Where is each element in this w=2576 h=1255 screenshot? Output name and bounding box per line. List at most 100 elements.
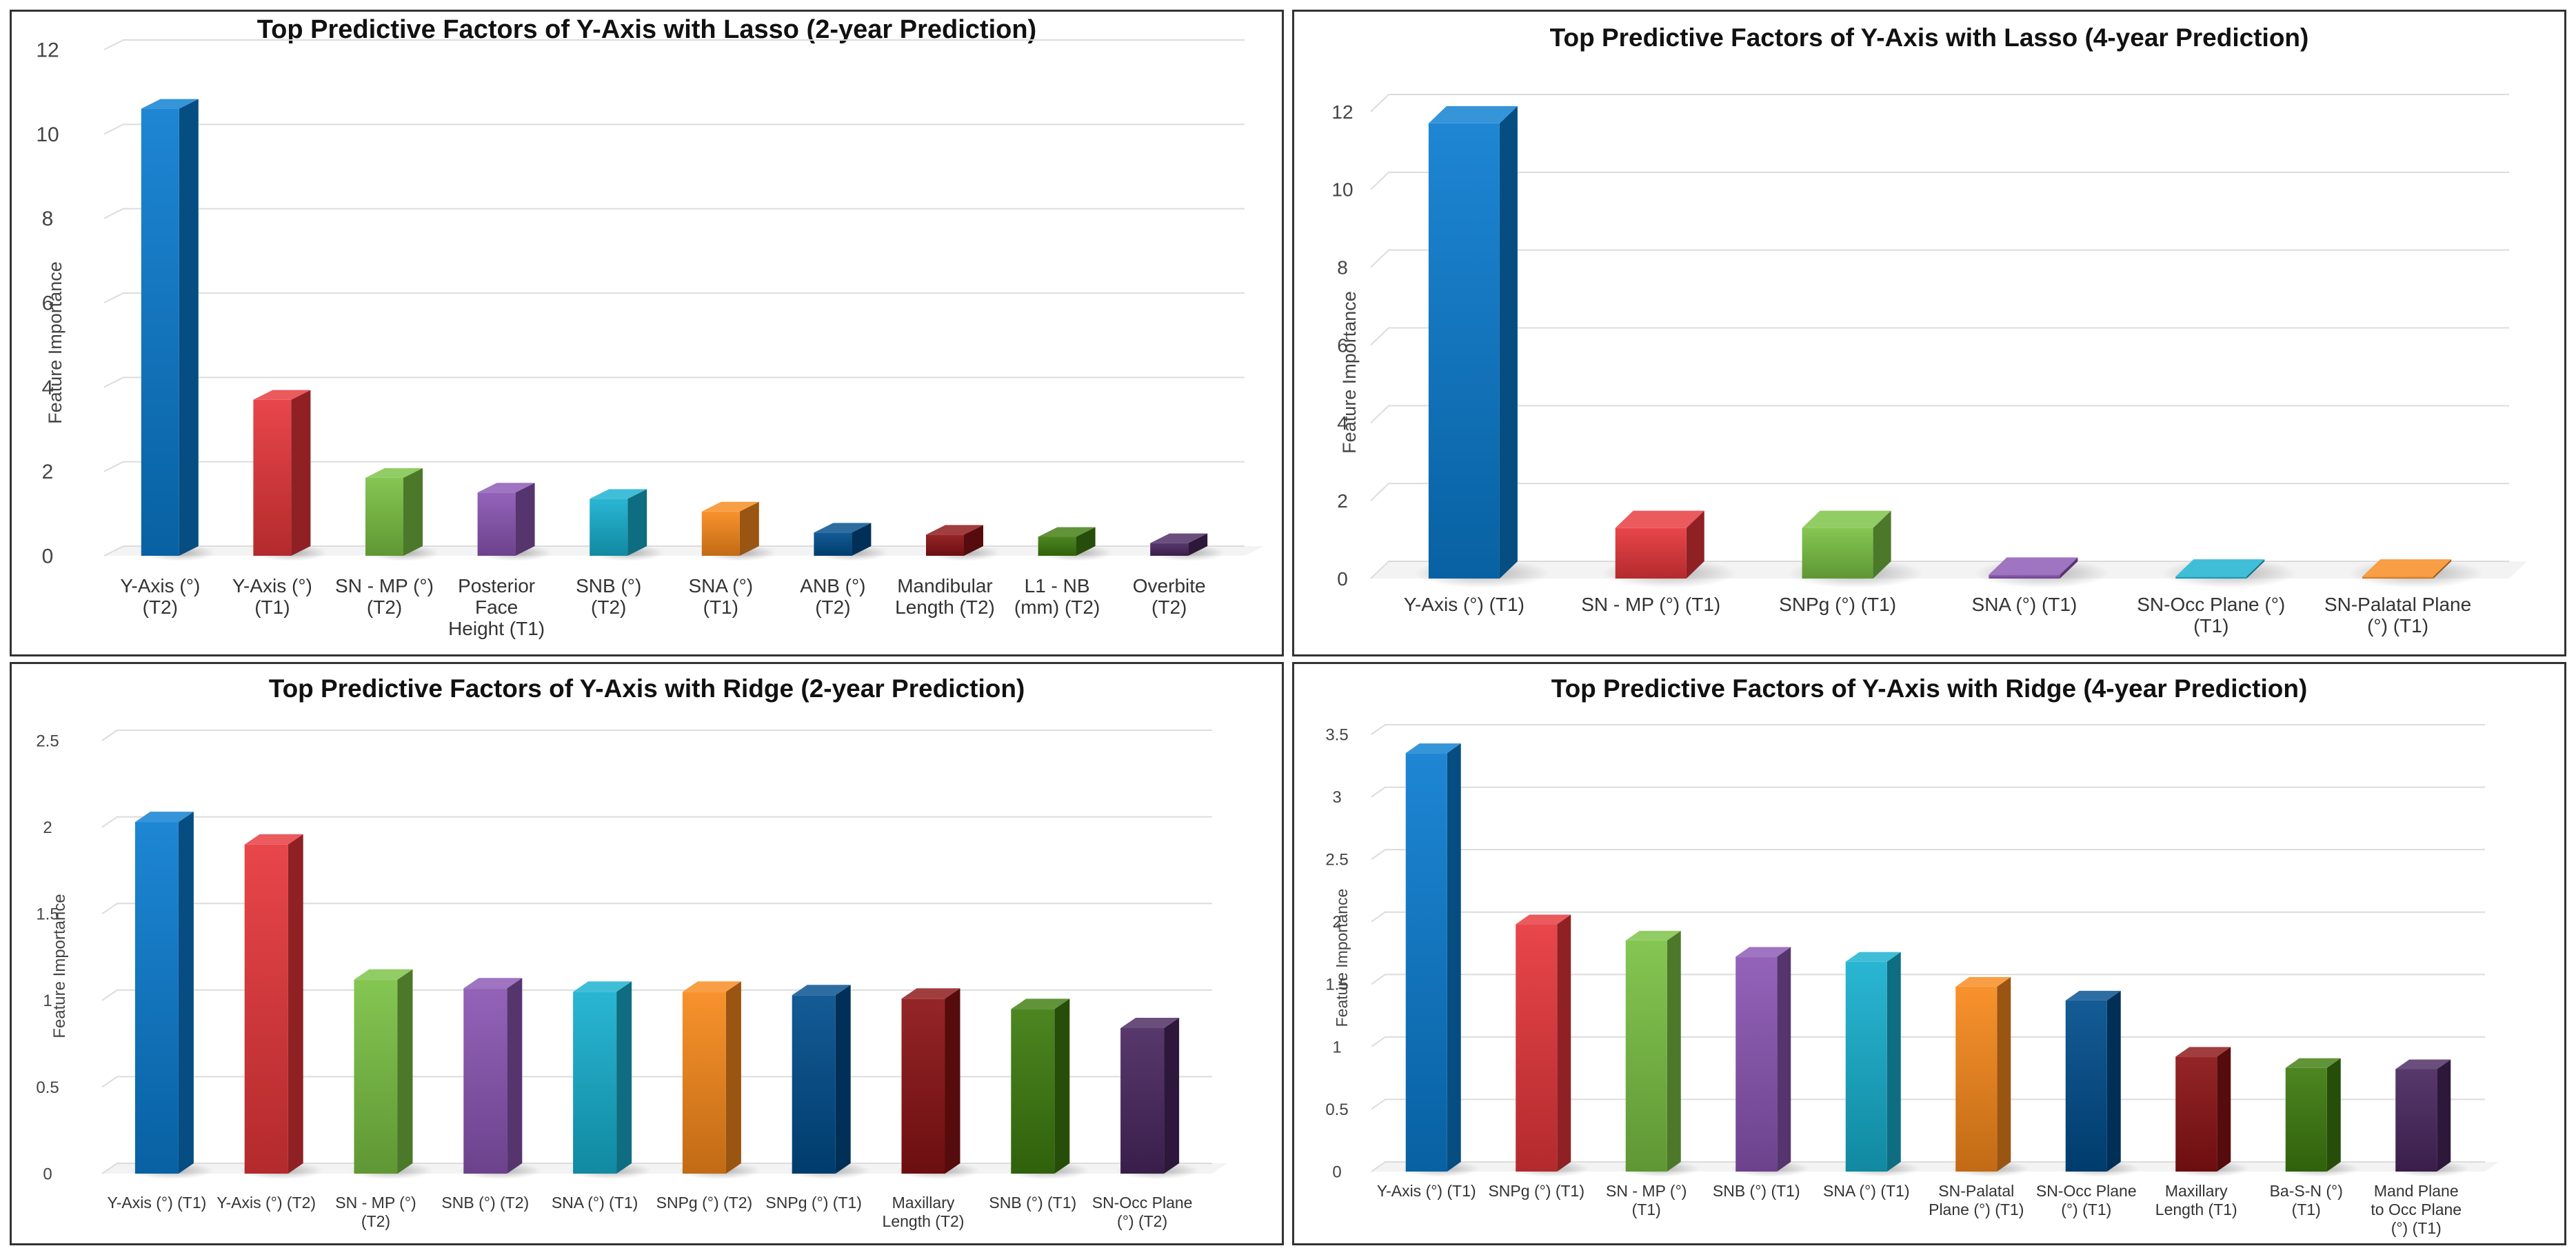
x-tick-label: SNPg (°) (T1) bbox=[1779, 594, 1896, 615]
gridline bbox=[103, 39, 1245, 50]
bar-snb-t1 bbox=[1006, 998, 1089, 1180]
bar-snb-t2 bbox=[590, 489, 664, 561]
x-tick-label: SN - MP (°) (T2) bbox=[335, 1194, 416, 1230]
bar-mandibular-length-t2 bbox=[926, 525, 1000, 561]
y-tick-label: 0 bbox=[1332, 1163, 1341, 1181]
x-tick-label: Y-Axis (°) (T2) bbox=[217, 1194, 316, 1212]
gridline bbox=[1371, 849, 2485, 860]
bar-sna-t1 bbox=[1840, 952, 1920, 1177]
bar-sn-palatal-plane-t1 bbox=[2348, 559, 2484, 588]
x-tick-label: SN-Palatal Plane (°) (T1) bbox=[2324, 594, 2471, 636]
y-axis-label: Feature Importance bbox=[1339, 291, 1360, 454]
y-tick-label: 2 bbox=[43, 819, 52, 837]
bar-sna-t1 bbox=[1975, 557, 2110, 588]
x-tick-label: SNPg (°) (T1) bbox=[1488, 1182, 1584, 1200]
bar-y-axis-t1 bbox=[130, 812, 214, 1180]
y-tick-label: 3.5 bbox=[1325, 725, 1348, 744]
bar-maxillary-length-t1 bbox=[2171, 1047, 2250, 1177]
bar-sn-mp-t2 bbox=[365, 468, 440, 561]
y-tick-label: 1 bbox=[1332, 1038, 1341, 1056]
bar-y-axis-t1 bbox=[1414, 106, 1550, 588]
y-tick-label: 12 bbox=[36, 39, 59, 62]
y-tick-label: 10 bbox=[1331, 179, 1353, 201]
chart-svg: Top Predictive Factors of Y-Axis with Ri… bbox=[36, 674, 1227, 1230]
bar-y-axis-t2 bbox=[141, 99, 216, 561]
x-tick-label: SNPg (°) (T1) bbox=[765, 1194, 862, 1212]
gridline bbox=[1370, 405, 2509, 424]
bar-ba-s-n-t1 bbox=[2280, 1058, 2359, 1177]
bar-overbite-t2 bbox=[1150, 533, 1225, 561]
x-tick-label: SN - MP (°) (T1) bbox=[1606, 1182, 1687, 1218]
gridline bbox=[103, 461, 1245, 472]
bar-snb-t1 bbox=[1731, 947, 1810, 1177]
x-tick-label: SNB (°) (T2) bbox=[576, 575, 641, 618]
x-tick-label: SNA (°) (T1) bbox=[1823, 1182, 1909, 1200]
chart-svg: Top Predictive Factors of Y-Axis with Ri… bbox=[1325, 674, 2499, 1237]
y-tick-label: 0 bbox=[43, 1165, 52, 1183]
y-tick-label: 2 bbox=[1332, 913, 1341, 932]
chart-panel-ridge-2yr: Top Predictive Factors of Y-Axis with Ri… bbox=[10, 662, 1284, 1245]
x-tick-label: Posterior Face Height (T1) bbox=[448, 575, 545, 639]
x-tick-label: Y-Axis (°) (T1) bbox=[1377, 1182, 1476, 1200]
y-tick-label: 0 bbox=[1337, 568, 1348, 590]
y-tick-label: 3 bbox=[1332, 788, 1341, 807]
bar-anb-t2 bbox=[814, 523, 889, 561]
gridline bbox=[101, 903, 1212, 915]
y-tick-label: 4 bbox=[42, 376, 54, 399]
gridline bbox=[1370, 94, 2509, 112]
bar-snpg-t1 bbox=[1788, 510, 1923, 588]
x-tick-label: Mandibular Length (T2) bbox=[895, 575, 995, 618]
x-tick-label: Mand Plane to Occ Plane (°) (T1) bbox=[2371, 1182, 2462, 1237]
y-axis-label: Feature Importance bbox=[50, 894, 69, 1038]
y-axis-label: Feature Importance bbox=[1333, 889, 1351, 1027]
x-tick-label: Y-Axis (°) (T1) bbox=[1404, 594, 1525, 615]
gridline bbox=[103, 208, 1245, 219]
bar-sn-mp-t1 bbox=[1620, 930, 1700, 1177]
x-tick-label: SNPg (°) (T2) bbox=[656, 1194, 753, 1212]
bar-sn-occ-plane-t2 bbox=[1116, 1017, 1199, 1180]
bar-y-axis-t1 bbox=[253, 390, 328, 561]
y-axis-label: Feature Importance bbox=[45, 261, 66, 424]
y-tick-label: 6 bbox=[1337, 334, 1348, 356]
bar-sn-mp-t1 bbox=[1601, 510, 1737, 588]
bar-y-axis-t2 bbox=[240, 834, 323, 1180]
x-tick-label: Overbite (T2) bbox=[1133, 575, 1206, 618]
x-tick-label: ANB (°) (T2) bbox=[800, 575, 865, 618]
gridline bbox=[1370, 483, 2509, 501]
chart-title: Top Predictive Factors of Y-Axis with Ri… bbox=[1551, 674, 2308, 703]
y-tick-label: 1.5 bbox=[36, 905, 59, 924]
x-tick-label: SN-Occ Plane (°) (T2) bbox=[1092, 1194, 1193, 1230]
x-tick-label: SNA (°) (T1) bbox=[1972, 594, 2077, 615]
gridline bbox=[1370, 561, 2509, 579]
x-tick-label: SN-Occ Plane (°) (T1) bbox=[2036, 1182, 2137, 1218]
bar-sn-occ-plane-t1 bbox=[2161, 559, 2297, 588]
gridline bbox=[1370, 249, 2509, 268]
bar-sna-t1 bbox=[701, 501, 776, 561]
x-tick-label: Y-Axis (°) (T2) bbox=[120, 575, 200, 618]
x-tick-label: Maxillary Length (T1) bbox=[2155, 1182, 2237, 1218]
gridline bbox=[1371, 724, 2485, 735]
y-tick-label: 0 bbox=[42, 545, 54, 568]
x-tick-label: SNB (°) (T2) bbox=[441, 1194, 529, 1212]
chart-panel-lasso-4yr: Top Predictive Factors of Y-Axis with La… bbox=[1292, 10, 2566, 656]
x-tick-label: SN - MP (°) (T2) bbox=[335, 575, 434, 618]
y-tick-label: 8 bbox=[42, 208, 54, 230]
y-tick-label: 10 bbox=[36, 123, 59, 146]
y-tick-label: 4 bbox=[1337, 412, 1348, 434]
bar-mand-plane-to-occ-plane-t1 bbox=[2391, 1059, 2470, 1177]
gridline bbox=[1370, 327, 2509, 346]
gridline bbox=[101, 730, 1212, 741]
y-tick-label: 6 bbox=[42, 292, 54, 315]
bar-snpg-t1 bbox=[787, 985, 871, 1180]
gridline bbox=[1370, 171, 2509, 190]
x-tick-label: SNB (°) (T1) bbox=[989, 1194, 1076, 1212]
bar-snb-t2 bbox=[459, 978, 542, 1180]
x-tick-label: SN-Occ Plane (°) (T1) bbox=[2137, 594, 2285, 636]
chart-title: Top Predictive Factors of Y-Axis with La… bbox=[1550, 23, 2309, 52]
chart-panel-ridge-4yr: Top Predictive Factors of Y-Axis with Ri… bbox=[1292, 662, 2566, 1245]
bar-l1-nb-t2 bbox=[1038, 527, 1113, 561]
gridline bbox=[1371, 786, 2485, 798]
gridline bbox=[103, 123, 1245, 135]
bar-y-axis-t1 bbox=[1400, 743, 1480, 1177]
bar-snpg-t2 bbox=[678, 981, 761, 1180]
